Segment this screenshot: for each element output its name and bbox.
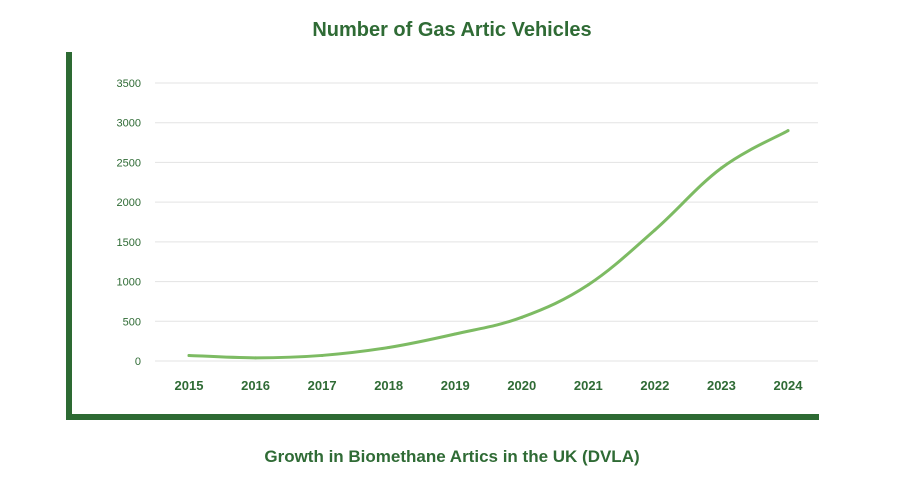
x-tick-label: 2019	[441, 378, 470, 393]
data-point-2020	[520, 315, 524, 319]
y-tick-label: 1500	[117, 237, 141, 249]
x-axis-ticks: 2015 2016 2017 2018 2019 2020 2021 2022 2023 2024	[175, 378, 804, 393]
y-tick-label: 2000	[117, 197, 141, 209]
series-line	[187, 129, 790, 360]
data-point-2016	[254, 356, 258, 360]
data-point-2022	[653, 228, 657, 232]
x-tick-label: 2024	[774, 378, 804, 393]
data-point-2021	[586, 283, 590, 287]
x-axis-bar	[66, 414, 819, 420]
y-tick-label: 1000	[117, 277, 141, 289]
y-tick-label: 3000	[117, 118, 141, 130]
x-tick-label: 2022	[640, 378, 669, 393]
x-tick-label: 2023	[707, 378, 736, 393]
data-point-2024	[786, 129, 790, 133]
x-tick-label: 2017	[308, 378, 337, 393]
x-tick-label: 2016	[241, 378, 270, 393]
x-tick-label: 2021	[574, 378, 603, 393]
x-tick-label: 2018	[374, 378, 403, 393]
x-tick-label: 2015	[175, 378, 204, 393]
y-tick-label: 2500	[117, 157, 141, 169]
data-point-2018	[387, 345, 391, 349]
chart-caption: Growth in Biomethane Artics in the UK (D…	[264, 447, 640, 466]
y-tick-label: 500	[123, 316, 141, 328]
y-tick-label: 3500	[117, 78, 141, 90]
data-point-2023	[719, 166, 723, 170]
data-point-2017	[320, 353, 324, 357]
gridlines	[155, 82, 818, 362]
x-tick-label: 2020	[507, 378, 536, 393]
data-point-2019	[453, 332, 457, 336]
y-axis-ticks: 0 500 1000 1500 2000 2500 3000 3500	[117, 78, 141, 368]
y-tick-label: 0	[135, 356, 141, 368]
chart-title: Number of Gas Artic Vehicles	[312, 19, 592, 41]
data-point-2015	[187, 353, 191, 357]
y-axis-bar	[66, 52, 72, 420]
